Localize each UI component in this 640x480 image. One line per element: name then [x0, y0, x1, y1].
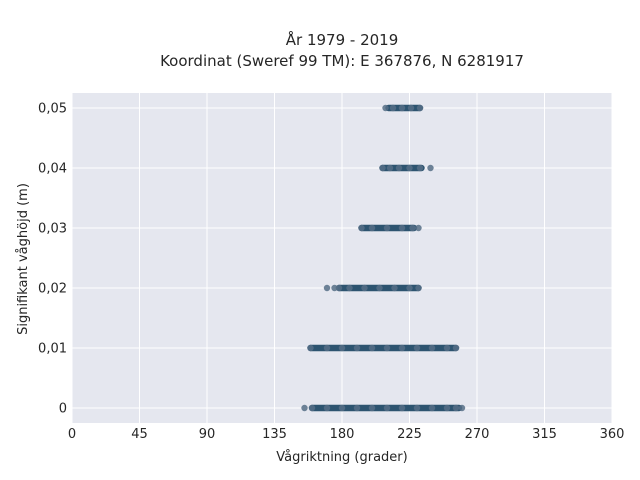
data-point	[346, 284, 353, 292]
data-point	[409, 224, 416, 232]
data-point	[376, 284, 383, 292]
y-tick-labels: 0 0,01 0,02 0,03 0,04 0,05	[38, 102, 67, 417]
data-point	[415, 224, 422, 232]
data-point	[307, 344, 314, 352]
x-tick-labels: 0 45 90 135 180 225 270 315 360	[68, 427, 625, 442]
x-tick-label: 45	[131, 427, 148, 442]
data-point	[382, 104, 389, 112]
data-points	[301, 104, 466, 412]
y-tick-label: 0,01	[38, 342, 67, 357]
data-point	[415, 284, 422, 292]
data-point	[406, 164, 413, 172]
data-point	[338, 344, 346, 352]
data-point	[413, 404, 421, 412]
data-point	[443, 404, 451, 412]
y-tick-label: 0,04	[38, 162, 67, 177]
data-point	[416, 164, 424, 172]
data-point	[335, 284, 343, 292]
data-point	[383, 224, 391, 232]
data-point	[338, 404, 346, 412]
data-point	[323, 284, 331, 292]
data-point	[428, 344, 436, 352]
data-point	[428, 404, 436, 412]
y-tick-label: 0	[59, 402, 67, 417]
data-point	[416, 104, 424, 112]
data-point	[398, 104, 406, 112]
data-point	[443, 344, 451, 352]
data-point	[386, 164, 394, 172]
data-point	[323, 404, 331, 412]
x-tick-label: 180	[330, 427, 355, 442]
data-point	[389, 104, 397, 112]
x-tick-label: 225	[397, 427, 422, 442]
data-point	[353, 404, 361, 412]
data-point	[407, 104, 415, 112]
data-point	[331, 284, 338, 292]
data-point	[395, 164, 403, 172]
data-point	[353, 344, 361, 352]
data-point	[452, 404, 460, 412]
data-point	[452, 344, 460, 352]
y-tick-label: 0,03	[38, 222, 67, 237]
data-point	[368, 224, 376, 232]
y-tick-label: 0,05	[38, 102, 67, 117]
x-tick-label: 270	[465, 427, 490, 442]
data-point	[398, 224, 406, 232]
x-axis-label: Vågriktning (grader)	[276, 450, 407, 465]
data-point	[368, 404, 376, 412]
data-point	[358, 224, 365, 232]
x-tick-label: 135	[262, 427, 287, 442]
data-point	[379, 164, 386, 172]
data-point	[308, 404, 316, 412]
chart-title-line-1: År 1979 - 2019	[286, 30, 399, 49]
data-point	[406, 284, 413, 292]
data-point	[368, 344, 376, 352]
data-point	[301, 404, 308, 412]
data-point	[383, 344, 391, 352]
data-point	[427, 164, 434, 172]
x-tick-label: 90	[199, 427, 216, 442]
x-tick-label: 0	[68, 427, 76, 442]
data-point	[323, 344, 331, 352]
x-tick-label: 360	[600, 427, 625, 442]
y-axis-label: Signifikant våghöjd (m)	[16, 183, 31, 335]
chart-title-line-2: Koordinat (Sweref 99 TM): E 367876, N 62…	[160, 52, 524, 70]
data-point	[458, 404, 466, 412]
data-point	[361, 284, 368, 292]
data-point	[391, 284, 398, 292]
data-point	[413, 344, 421, 352]
y-tick-label: 0,02	[38, 282, 67, 297]
data-point	[398, 344, 406, 352]
x-tick-label: 315	[532, 427, 557, 442]
data-point	[383, 404, 391, 412]
data-point	[398, 404, 406, 412]
